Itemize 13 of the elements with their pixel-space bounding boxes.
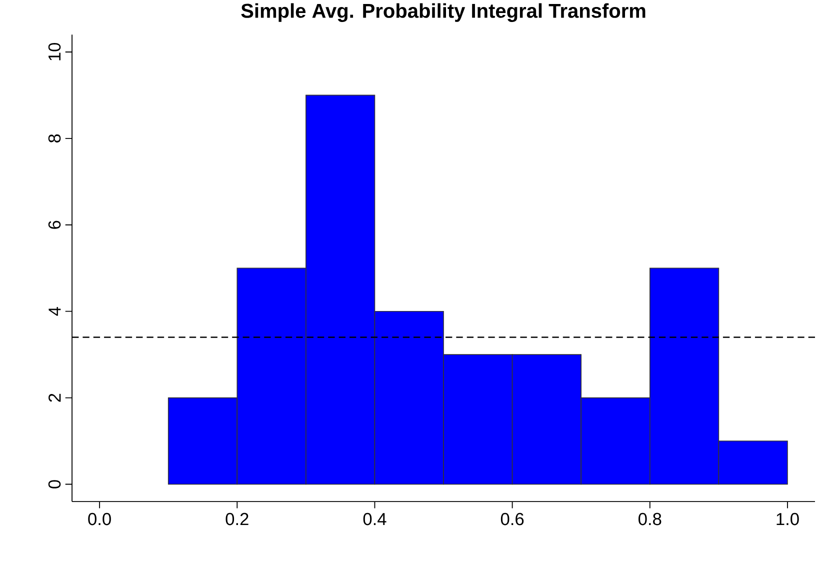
x-tick-label: 0.6 xyxy=(500,512,524,526)
y-tick-label: 8 xyxy=(48,134,61,142)
y-tick-label: 0 xyxy=(48,480,61,488)
y-tick-label: 10 xyxy=(48,42,61,60)
x-tick-label: 0.4 xyxy=(363,512,386,526)
y-tick-label: 4 xyxy=(48,306,61,316)
y-tick-label: 6 xyxy=(48,220,61,229)
x-tick-label: 0.2 xyxy=(226,512,248,526)
x-tick-label: 0.8 xyxy=(638,512,662,526)
x-tick-label: 1.0 xyxy=(776,512,799,526)
y-tick-label: 2 xyxy=(48,394,61,402)
chart-title: Simple Avg. Probability Integral Transform xyxy=(241,3,646,22)
x-tick-label: 0.0 xyxy=(88,512,111,526)
